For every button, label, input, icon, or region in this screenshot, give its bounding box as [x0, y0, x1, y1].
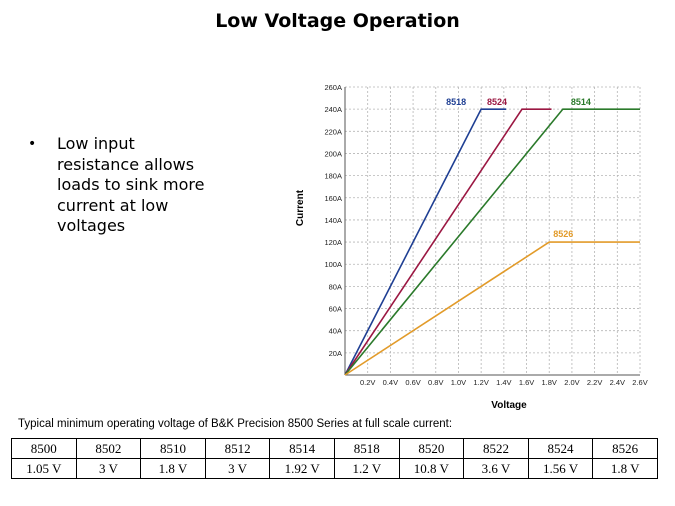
series-label-8524: 8524: [487, 97, 507, 107]
model-cell: 8500: [11, 438, 77, 459]
model-cell: 8524: [527, 438, 594, 459]
model-cell: 8522: [463, 438, 529, 459]
chart-series-labels: 8518 8524 8514 8526: [446, 97, 591, 239]
y-tick-label: 260A: [324, 83, 342, 92]
model-row: 8500 8502 8510 8512 8514 8518 8520 8522 8524 8526: [11, 438, 658, 459]
model-cell: 8518: [333, 438, 400, 459]
current-voltage-chart: 20A 40A 60A 80A 100A 120A 140A 160A 180A 200A 220A…: [295, 83, 648, 411]
chart-axes: [344, 87, 640, 376]
x-tick-label: 0.2V: [360, 378, 375, 387]
table-caption: Typical minimum operating voltage of B&K…: [18, 418, 453, 430]
x-tick-label: 1.2V: [473, 378, 488, 387]
y-tick-label: 140A: [324, 216, 342, 225]
y-tick-label: 120A: [324, 238, 342, 247]
y-tick-label: 40A: [329, 327, 342, 336]
x-axis-label: Voltage: [491, 400, 527, 411]
voltage-cell: 3 V: [75, 458, 142, 479]
voltage-cell: 1.8 V: [140, 458, 206, 479]
x-tick-label: 0.6V: [405, 378, 420, 387]
x-tick-label: 1.4V: [496, 378, 511, 387]
model-cell: 8520: [398, 438, 465, 459]
slide-title: Low Voltage Operation: [215, 10, 460, 32]
chart-tick-labels: 20A 40A 60A 80A 100A 120A 140A 160A 180A 200A 220A…: [324, 83, 647, 387]
y-tick-label: 20A: [329, 349, 342, 358]
x-tick-label: 1.0V: [451, 378, 466, 387]
model-cell: 8526: [592, 438, 658, 459]
series-line-8518: [344, 108, 507, 376]
voltage-cell: 10.8 V: [398, 458, 465, 479]
bullet-symbol: •: [28, 136, 37, 152]
chart-grid: [345, 86, 641, 375]
series-line-8526: [344, 241, 640, 376]
y-tick-label: 160A: [324, 194, 342, 203]
series-label-8518: 8518: [446, 97, 466, 107]
voltage-cell: 3.6 V: [463, 458, 529, 479]
x-tick-label: 1.8V: [542, 378, 557, 387]
x-tick-label: 0.4V: [383, 378, 398, 387]
x-tick-label: 2.4V: [610, 378, 625, 387]
x-tick-label: 2.0V: [564, 378, 579, 387]
y-tick-label: 80A: [329, 282, 342, 291]
model-cell: 8502: [75, 438, 142, 459]
y-tick-label: 180A: [324, 172, 342, 181]
y-axis-label: Current: [295, 189, 306, 226]
bullet-text: Low input resistance allows loads to sin…: [57, 134, 205, 235]
model-cell: 8514: [269, 438, 335, 459]
voltage-cell: 3 V: [204, 458, 271, 479]
y-tick-label: 200A: [324, 149, 342, 158]
x-tick-label: 1.6V: [519, 378, 534, 387]
x-tick-label: 2.6V: [632, 378, 647, 387]
min-voltage-table: 8500 8502 8510 8512 8514 8518 8520 8522 8524 8526…: [11, 438, 658, 479]
y-tick-label: 240A: [324, 105, 342, 114]
x-tick-label: 2.2V: [587, 378, 602, 387]
chart-series: [344, 108, 640, 376]
series-label-8514: 8514: [571, 97, 591, 107]
model-cell: 8510: [140, 438, 206, 459]
voltage-cell: 1.05 V: [11, 458, 77, 479]
voltage-cell: 1.2 V: [333, 458, 400, 479]
y-tick-label: 100A: [324, 260, 342, 269]
voltage-cell: 1.8 V: [592, 458, 658, 479]
series-line-8524: [344, 108, 552, 376]
series-line-8514: [344, 108, 640, 376]
y-tick-label: 220A: [324, 127, 342, 136]
x-tick-label: 0.8V: [428, 378, 443, 387]
voltage-cell: 1.92 V: [269, 458, 335, 479]
voltage-cell: 1.56 V: [527, 458, 594, 479]
y-tick-label: 60A: [329, 305, 342, 314]
model-cell: 8512: [204, 438, 271, 459]
series-label-8526: 8526: [553, 229, 573, 239]
